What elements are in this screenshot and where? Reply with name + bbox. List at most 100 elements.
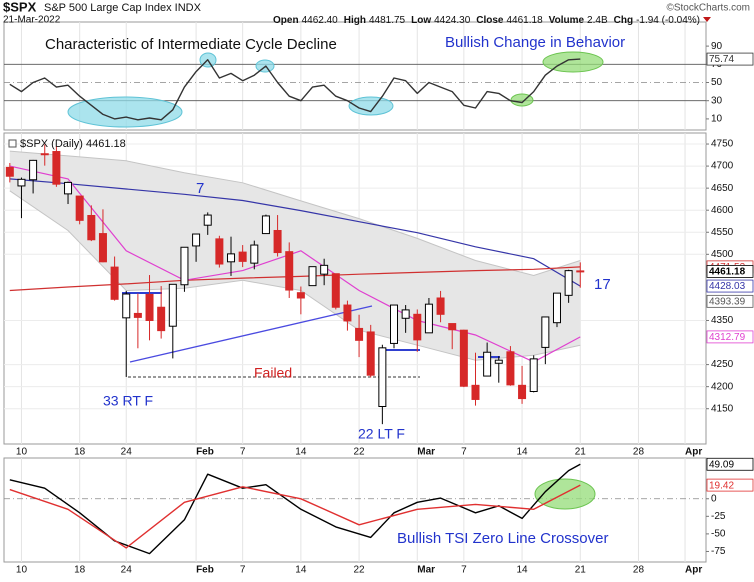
y-tick-label: -25 bbox=[711, 511, 726, 522]
value-box-label: 19.42 bbox=[709, 480, 734, 491]
candle-body bbox=[459, 329, 468, 387]
value-box bbox=[706, 294, 754, 308]
x-tick-label: 7 bbox=[461, 447, 467, 458]
candle-body bbox=[378, 347, 387, 408]
stat-label: Open bbox=[273, 15, 299, 26]
candle-body bbox=[285, 251, 294, 291]
y-tick-label: 4150 bbox=[711, 403, 734, 414]
panel-label: $SPX (Daily) 4461.18 bbox=[20, 138, 126, 150]
candle-body bbox=[401, 309, 410, 319]
value-box bbox=[706, 279, 754, 293]
plot: 1030507090Characteristic of Intermediate… bbox=[5, 34, 754, 576]
stat-label: High bbox=[344, 15, 366, 26]
annotation: 17 bbox=[594, 276, 611, 293]
x-tick-label: 18 bbox=[74, 447, 86, 458]
x-tick-label: Feb bbox=[196, 447, 214, 458]
candle-body bbox=[296, 292, 305, 299]
x-tick-label: Mar bbox=[417, 447, 435, 458]
stat-value: -1.94 (-0.04%) bbox=[636, 15, 700, 26]
x-tick-label: 7 bbox=[461, 565, 467, 576]
moving-average bbox=[9, 178, 581, 287]
x-tick-label: 24 bbox=[121, 447, 133, 458]
x-tick-label: Apr bbox=[685, 565, 702, 576]
x-tick-label: 21 bbox=[575, 565, 587, 576]
y-tick-label: 4200 bbox=[711, 381, 734, 392]
candle-body bbox=[424, 303, 433, 334]
candle-body bbox=[227, 253, 236, 263]
value-box-label: 4461.18 bbox=[709, 267, 746, 278]
x-tick-label: Apr bbox=[685, 447, 702, 458]
y-tick-label: 30 bbox=[711, 95, 723, 106]
trend-line bbox=[129, 305, 373, 363]
value-box-label: 75.74 bbox=[709, 54, 734, 65]
candle-body bbox=[413, 313, 422, 341]
candle-body bbox=[180, 246, 189, 286]
x-tick-label: 28 bbox=[633, 447, 645, 458]
candle-body bbox=[483, 351, 492, 377]
annotation: Failed bbox=[254, 365, 292, 381]
stat-label: Low bbox=[411, 15, 431, 26]
y-tick-label: 4250 bbox=[711, 359, 734, 370]
x-tick-label: Mar bbox=[417, 565, 435, 576]
candle-body bbox=[64, 181, 73, 195]
x-tick-label: 21 bbox=[575, 447, 587, 458]
x-tick-label: 22 bbox=[354, 447, 366, 458]
y-tick-label: -50 bbox=[711, 529, 726, 540]
x-tick-label: 22 bbox=[354, 565, 366, 576]
candle-body bbox=[203, 214, 212, 226]
y-tick-label: 50 bbox=[711, 77, 723, 88]
y-tick-label: 4650 bbox=[711, 183, 734, 194]
y-tick-label: -75 bbox=[711, 546, 726, 557]
y-tick-label: 4700 bbox=[711, 161, 734, 172]
x-tick-label: 7 bbox=[240, 447, 246, 458]
value-box-label: 49.09 bbox=[709, 459, 734, 470]
candle-body bbox=[343, 304, 352, 322]
band-upper bbox=[9, 150, 581, 277]
change-arrow bbox=[703, 17, 711, 22]
y-tick-label: 90 bbox=[711, 41, 723, 52]
highlight bbox=[542, 51, 604, 73]
candle-body bbox=[215, 238, 224, 265]
candle-body bbox=[436, 297, 445, 315]
series-line bbox=[9, 58, 581, 121]
stat-label: Close bbox=[476, 15, 504, 26]
y-tick-label: 4350 bbox=[711, 315, 734, 326]
candle-body bbox=[308, 266, 317, 287]
candle-body bbox=[506, 351, 515, 386]
candle-body bbox=[518, 384, 527, 400]
stat-label: Chg bbox=[614, 15, 633, 26]
candle-body bbox=[52, 151, 61, 185]
x-tick-label: 28 bbox=[633, 565, 645, 576]
x-tick-label: 10 bbox=[16, 565, 28, 576]
value-box bbox=[706, 265, 754, 278]
highlight bbox=[67, 96, 183, 128]
annotation: Bullish TSI Zero Line Crossover bbox=[397, 530, 608, 547]
candle-body bbox=[238, 251, 247, 262]
candle-body bbox=[40, 153, 49, 156]
candle-body bbox=[529, 358, 538, 393]
candle-body bbox=[29, 159, 38, 181]
x-tick-label: 14 bbox=[295, 565, 307, 576]
header: $SPX S&P 500 Large Cap Index INDX ©Stock… bbox=[3, 0, 750, 26]
candle-body bbox=[5, 166, 14, 177]
credit: ©StockCharts.com bbox=[666, 3, 750, 14]
stat-label: Volume bbox=[549, 15, 585, 26]
candle-body bbox=[261, 215, 270, 235]
index-name: S&P 500 Large Cap Index INDX bbox=[44, 2, 202, 14]
candle-body bbox=[168, 283, 177, 327]
x-tick-label: 18 bbox=[74, 565, 86, 576]
drawn-lines bbox=[122, 292, 500, 378]
annotation: Bullish Change in Behavior bbox=[445, 34, 625, 51]
x-tick-label: 7 bbox=[240, 565, 246, 576]
candle-body bbox=[331, 273, 340, 308]
candle-body bbox=[98, 233, 107, 263]
y-tick-label: 4750 bbox=[711, 139, 734, 150]
value-box bbox=[706, 478, 754, 492]
x-tick-label: 14 bbox=[516, 447, 528, 458]
value-box bbox=[706, 52, 754, 66]
value-box bbox=[706, 457, 754, 471]
candle-body bbox=[494, 359, 503, 364]
stats: Open 4462.40 High 4481.75 Low 4424.30 Close 446… bbox=[273, 15, 700, 26]
stat-value: 4462.40 bbox=[302, 15, 339, 26]
value-box bbox=[706, 330, 754, 344]
